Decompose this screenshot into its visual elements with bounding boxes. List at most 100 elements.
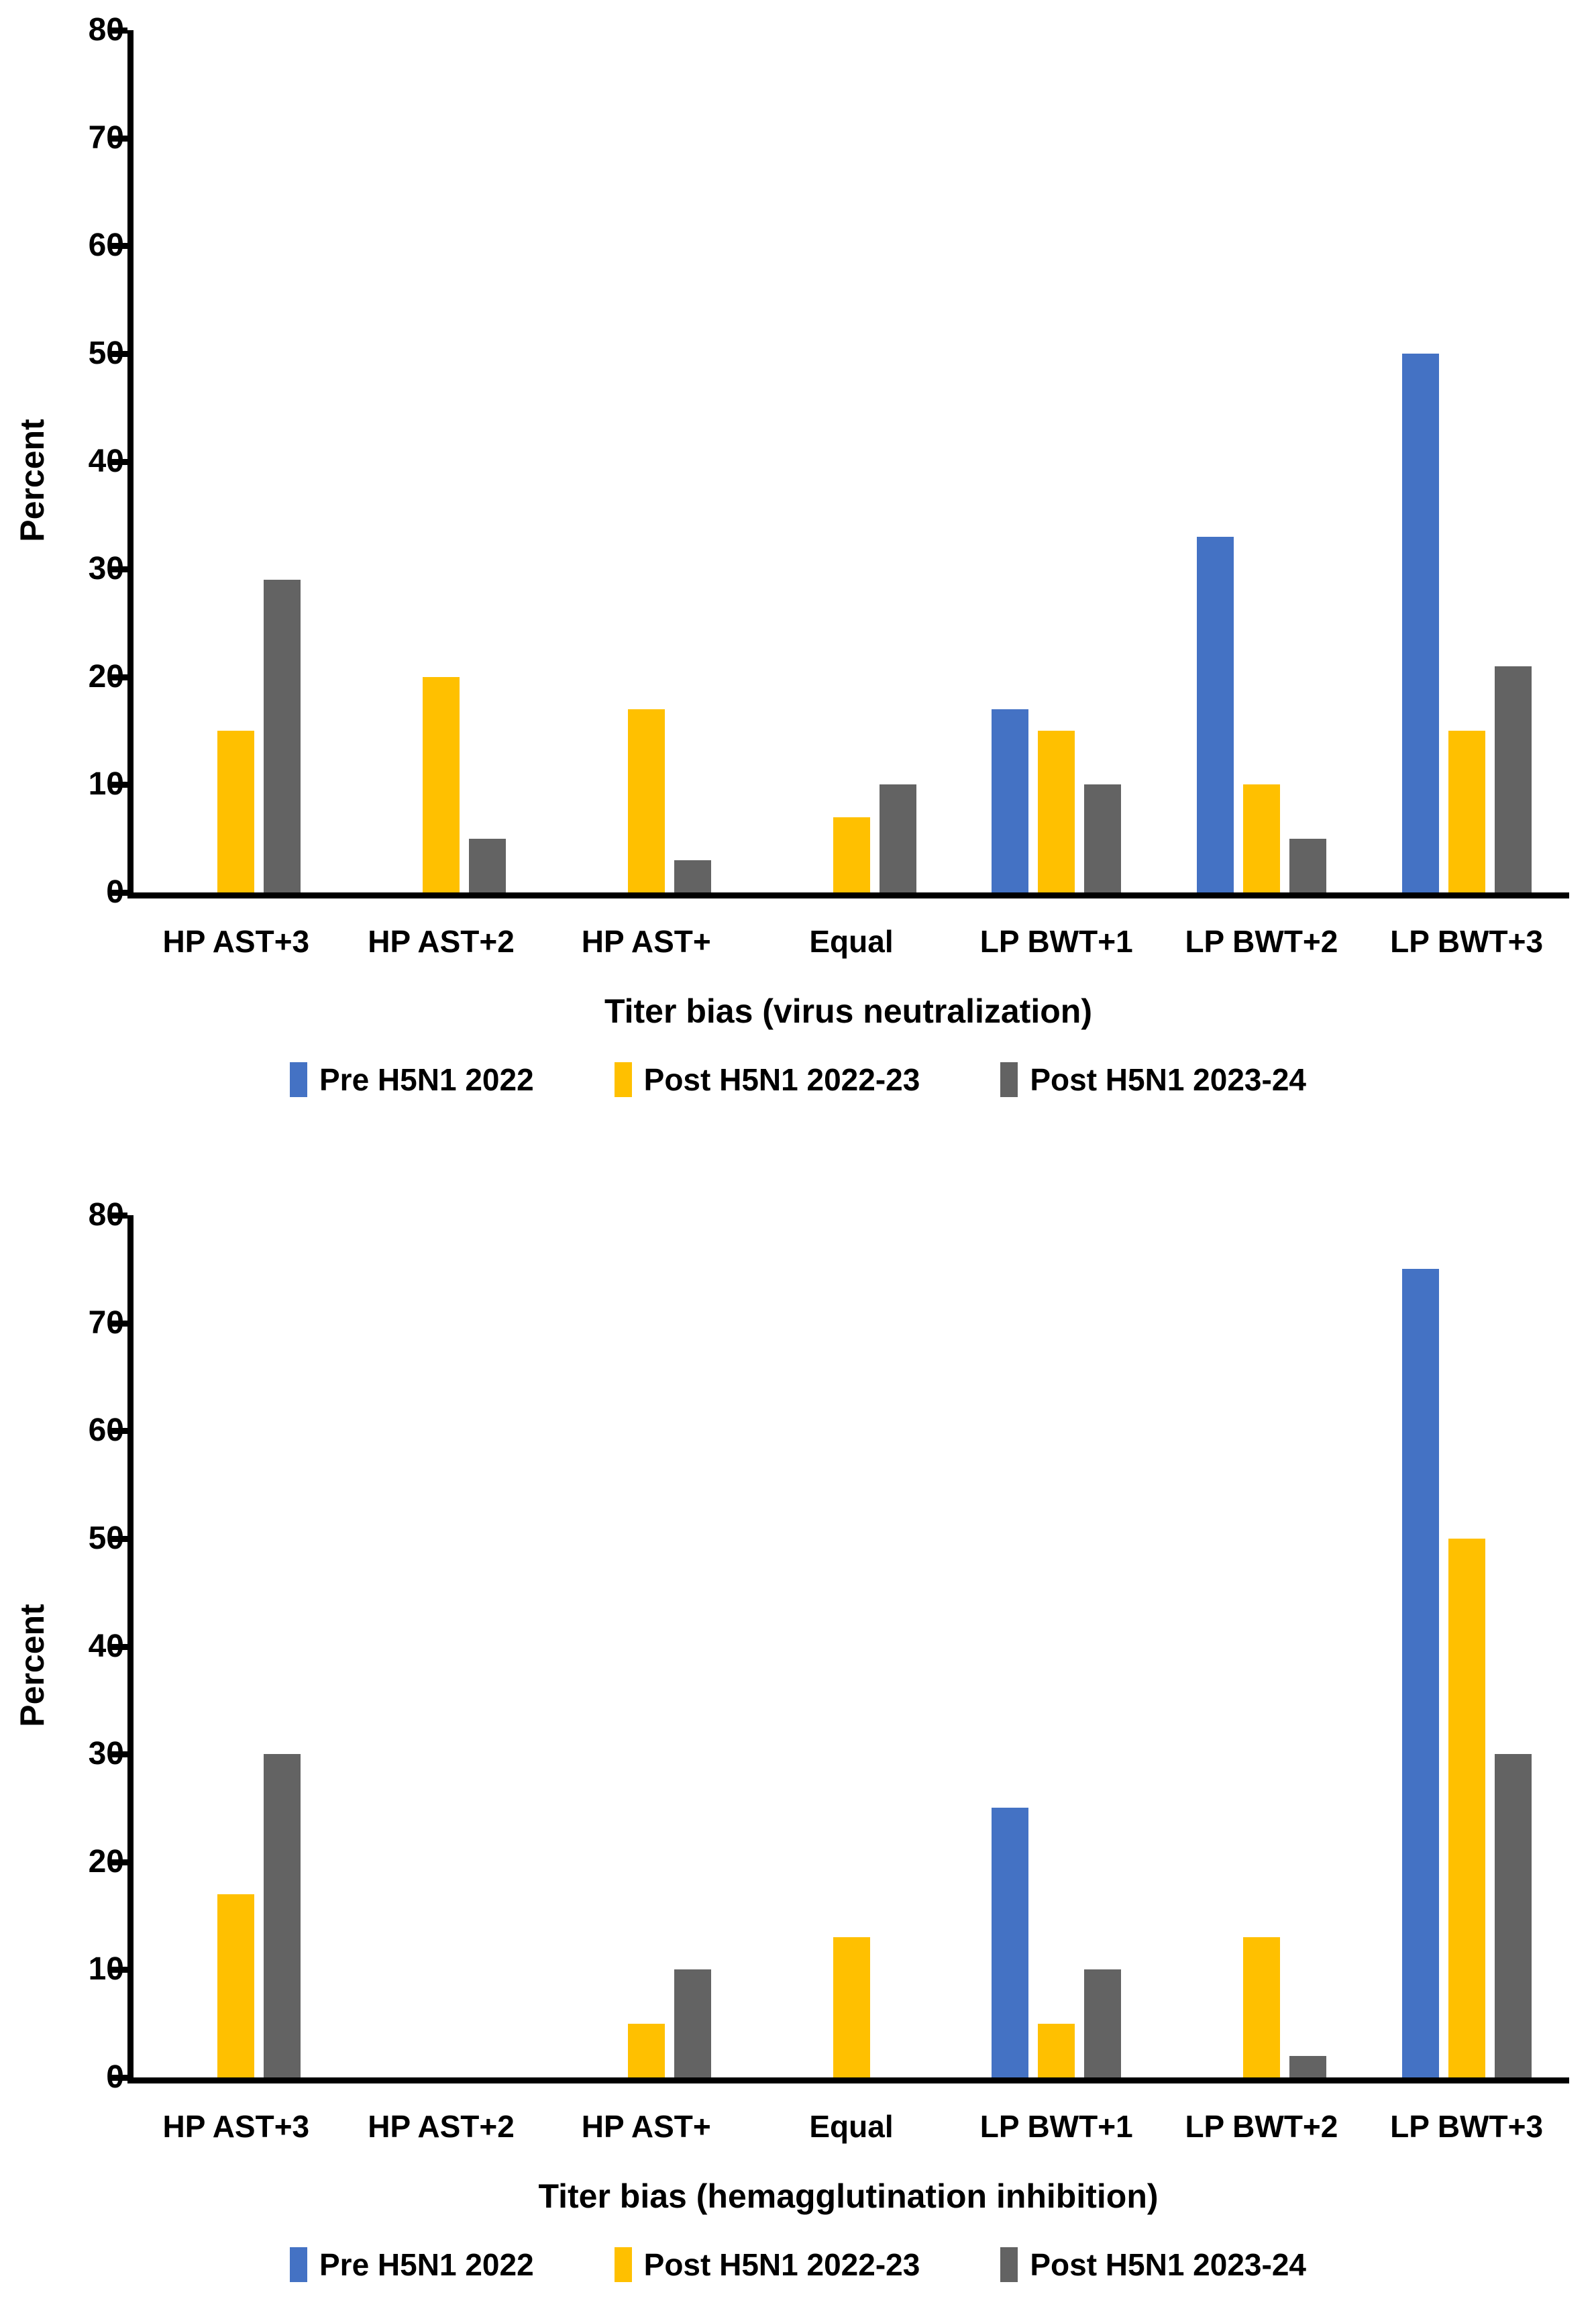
plot-area: 0 10 20 30 40 50 60 70 80 HP AST+3 HP AST+2 HP AST+…	[89, 1199, 1569, 2142]
y-tick-mark	[111, 135, 127, 142]
legend-marker-icon	[1000, 1062, 1018, 1097]
y-tick-label: 10	[88, 766, 124, 803]
bar-post-h5n1-2023-24-hp-ast-3	[264, 1754, 301, 2077]
x-category-label: LP BWT+2	[1185, 924, 1338, 959]
bar-post-h5n1-2022-23-lp-bwt-3	[1448, 1538, 1485, 2077]
bar-post-h5n1-2022-23-lp-bwt-1	[1038, 731, 1075, 892]
legend: Pre H5N1 2022 Post H5N1 2022-23 Post H5N1 …	[0, 1062, 1596, 1098]
legend: Pre H5N1 2022 Post H5N1 2022-23 Post H5N1 …	[0, 2247, 1596, 2283]
y-tick-mark	[111, 782, 127, 788]
bar-post-h5n1-2022-23-lp-bwt-1	[1038, 2023, 1075, 2077]
legend-item: Post H5N1 2022-23	[614, 2247, 920, 2283]
legend-item: Pre H5N1 2022	[289, 2247, 534, 2283]
y-tick-label: 80	[88, 12, 124, 48]
x-category-label: LP BWT+3	[1390, 2109, 1544, 2144]
x-category-label: HP AST+2	[368, 924, 515, 959]
y-tick-mark	[111, 1213, 127, 1219]
bar-post-h5n1-2022-23-equal	[833, 1937, 870, 2077]
x-category-label: Equal	[809, 924, 894, 959]
bar-post-h5n1-2022-23-lp-bwt-2	[1242, 1937, 1280, 2077]
bar-post-h5n1-2023-24-lp-bwt-1	[1084, 1969, 1122, 2077]
y-tick-mark	[111, 2075, 127, 2081]
x-category-label: LP BWT+3	[1390, 924, 1544, 959]
legend-item: Post H5N1 2023-24	[1000, 2247, 1306, 2283]
y-tick-mark	[111, 243, 127, 250]
y-tick-label: 20	[88, 1843, 124, 1879]
bar-post-h5n1-2022-23-hp-ast-3	[217, 731, 255, 892]
bar-post-h5n1-2023-24-lp-bwt-2	[1289, 2055, 1326, 2077]
y-tick-label: 10	[88, 1951, 124, 1988]
plot-area: 0 10 20 30 40 50 60 70 80 HP AST+3 HP AST+2 HP AST+…	[89, 14, 1569, 957]
y-tick-mark	[111, 1967, 127, 1973]
bar-post-h5n1-2023-24-lp-bwt-2	[1289, 838, 1326, 892]
legend-item: Pre H5N1 2022	[289, 1062, 534, 1098]
bar-post-h5n1-2022-23-hp-ast-3	[217, 1894, 255, 2077]
bar-pre-h5n1-2022-lp-bwt-3	[1401, 1269, 1439, 2077]
y-tick-mark	[111, 674, 127, 680]
x-axis-title: Titer bias (hemagglutination inhibition)	[538, 2177, 1159, 2215]
y-tick-label: 30	[88, 1736, 124, 1772]
y-tick-label: 0	[106, 2059, 124, 2095]
y-tick-label: 50	[88, 335, 124, 371]
legend-item: Post H5N1 2022-23	[614, 1062, 920, 1098]
y-tick-mark	[111, 1643, 127, 1650]
y-tick-label: 30	[88, 551, 124, 587]
legend-label: Post H5N1 2023-24	[1030, 1062, 1306, 1097]
y-tick-mark	[111, 1535, 127, 1542]
legend-label: Post H5N1 2022-23	[643, 1062, 920, 1097]
x-category-label: Equal	[809, 2109, 894, 2144]
y-tick-label: 60	[88, 1412, 124, 1449]
x-category-label: HP AST+3	[162, 924, 310, 959]
legend-marker-icon	[614, 2247, 632, 2282]
y-tick-label: 40	[88, 1628, 124, 1664]
y-tick-mark	[111, 350, 127, 357]
bar-post-h5n1-2022-23-hp-ast-	[627, 2023, 665, 2077]
y-tick-mark	[111, 1320, 127, 1327]
y-tick-label: 0	[106, 874, 124, 910]
bar-post-h5n1-2022-23-hp-ast-	[627, 709, 665, 892]
y-tick-mark	[111, 1751, 127, 1758]
legend-item: Post H5N1 2023-24	[1000, 1062, 1306, 1098]
y-tick-label: 50	[88, 1520, 124, 1556]
legend-marker-icon	[614, 1062, 632, 1097]
bar-post-h5n1-2022-23-lp-bwt-3	[1448, 731, 1485, 892]
legend-marker-icon	[289, 1062, 307, 1097]
y-tick-label: 40	[88, 443, 124, 479]
y-tick-label: 80	[88, 1197, 124, 1233]
y-tick-mark	[111, 28, 127, 34]
x-axis-title: Titer bias (virus neutralization)	[604, 992, 1092, 1030]
chart-hemagglutination-inhibition: Percent 0 10 20 30 40 50 60 70 80 HP AST+3 HP AST+…	[0, 1185, 1596, 2319]
legend-label: Pre H5N1 2022	[319, 1062, 534, 1097]
bar-post-h5n1-2023-24-hp-ast-	[674, 1969, 711, 2077]
legend-marker-icon	[1000, 2247, 1018, 2282]
bar-pre-h5n1-2022-lp-bwt-2	[1196, 536, 1234, 892]
bar-post-h5n1-2023-24-equal	[879, 784, 916, 892]
legend-label: Pre H5N1 2022	[319, 2247, 534, 2282]
x-category-label: LP BWT+1	[979, 924, 1133, 959]
bar-post-h5n1-2022-23-equal	[833, 817, 870, 892]
y-tick-mark	[111, 1428, 127, 1435]
x-category-label: HP AST+2	[368, 2109, 515, 2144]
bar-post-h5n1-2023-24-hp-ast-2	[469, 838, 507, 892]
y-tick-mark	[111, 566, 127, 573]
y-tick-mark	[111, 890, 127, 896]
chart-virus-neutralization: Percent 0 10 20 30 40 50 60 70 80 HP AST+3 HP AST+…	[0, 0, 1596, 1134]
y-tick-mark	[111, 458, 127, 465]
bar-post-h5n1-2023-24-lp-bwt-3	[1494, 1754, 1532, 2077]
bar-pre-h5n1-2022-lp-bwt-3	[1401, 353, 1439, 892]
y-tick-label: 70	[88, 1304, 124, 1341]
legend-label: Post H5N1 2022-23	[643, 2247, 920, 2282]
x-category-label: LP BWT+2	[1185, 2109, 1338, 2144]
x-category-label: HP AST+	[581, 924, 711, 959]
bar-post-h5n1-2022-23-hp-ast-2	[423, 676, 460, 892]
bar-post-h5n1-2022-23-lp-bwt-2	[1242, 784, 1280, 892]
y-tick-label: 60	[88, 227, 124, 264]
legend-marker-icon	[289, 2247, 307, 2282]
bar-post-h5n1-2023-24-hp-ast-3	[264, 580, 301, 892]
bar-pre-h5n1-2022-lp-bwt-1	[992, 1808, 1029, 2077]
y-tick-label: 70	[88, 119, 124, 156]
y-tick-label: 20	[88, 658, 124, 694]
bar-pre-h5n1-2022-lp-bwt-1	[992, 709, 1029, 892]
x-category-label: HP AST+3	[162, 2109, 310, 2144]
